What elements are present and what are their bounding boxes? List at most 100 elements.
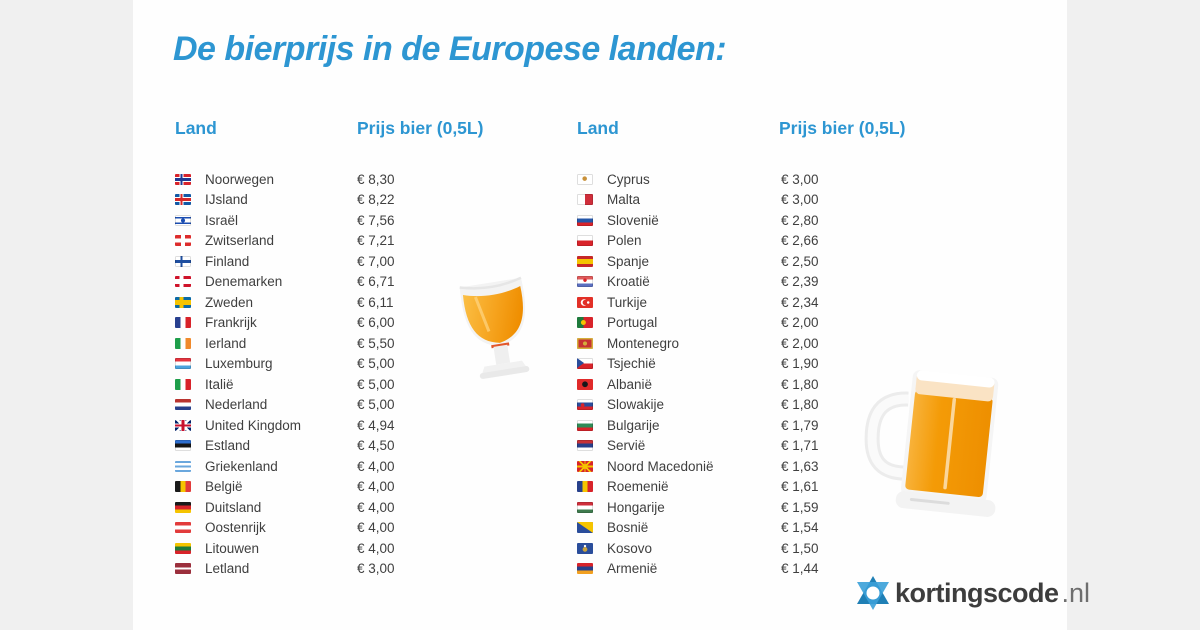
price-value: € 7,21 xyxy=(357,233,395,248)
price-value: € 4,00 xyxy=(357,499,395,515)
flag-icon xyxy=(175,542,191,554)
flag-icon xyxy=(577,378,593,390)
country-name: Luxemburg xyxy=(205,356,273,371)
table-row: Tsjechië € 1,90 xyxy=(577,354,957,375)
flag-icon xyxy=(175,296,191,308)
price-value: € 2,50 xyxy=(781,253,819,269)
price-value: € 4,00 xyxy=(357,458,395,474)
price-value: € 5,00 xyxy=(357,376,395,392)
flag-icon xyxy=(175,481,191,492)
kortingscode-logo[interactable]: kortingscode .nl xyxy=(854,574,1090,612)
price-value: € 1,79 xyxy=(781,417,819,433)
country-name: Turkije xyxy=(607,294,648,310)
price-value: € 2,00 xyxy=(781,315,819,330)
price-value: € 1,50 xyxy=(781,540,819,556)
price-value: € 1,59 xyxy=(781,499,819,515)
price-value: € 1,63 xyxy=(781,458,819,474)
table-row: Turkije € 2,34 xyxy=(577,292,957,313)
flag-icon xyxy=(175,337,191,349)
price-value: € 1,80 xyxy=(781,376,819,392)
flag-icon xyxy=(577,276,593,287)
table-row: Noorwegen € 8,30 xyxy=(175,169,555,190)
country-name: Portugal xyxy=(607,315,658,330)
beer-mug-illustration xyxy=(864,370,999,517)
country-name: Tsjechië xyxy=(607,356,656,371)
price-value: € 2,66 xyxy=(781,233,819,248)
table-row: Oostenrijk € 4,00 xyxy=(175,518,555,539)
country-name: Slowakije xyxy=(607,397,665,412)
flag-icon xyxy=(175,419,191,431)
price-value: € 6,00 xyxy=(357,315,395,330)
table-row: Nederland € 5,00 xyxy=(175,395,555,416)
table-row: Finland € 7,00 xyxy=(175,251,555,272)
column-header-price-1: Prijs bier (0,5L) xyxy=(357,118,484,138)
country-name: Kroatië xyxy=(607,274,650,289)
country-name: IJsland xyxy=(205,192,248,207)
content-card xyxy=(133,0,1067,630)
table-row: Hongarije € 1,59 xyxy=(577,497,957,518)
price-value: € 6,71 xyxy=(357,274,395,289)
table-row: Armenië € 1,44 xyxy=(577,559,957,580)
price-value: € 1,90 xyxy=(781,356,819,371)
country-name: Italië xyxy=(205,376,234,392)
flag-icon xyxy=(175,501,191,513)
price-value: € 4,00 xyxy=(357,479,395,494)
flag-icon xyxy=(175,194,191,205)
table-row: Kroatië € 2,39 xyxy=(577,272,957,293)
price-value: € 4,50 xyxy=(357,438,395,453)
price-value: € 7,56 xyxy=(357,212,395,228)
table-row: Zwitserland € 7,21 xyxy=(175,231,555,252)
price-value: € 8,30 xyxy=(357,171,395,187)
country-name: Kosovo xyxy=(607,540,653,556)
price-value: € 3,00 xyxy=(781,171,819,187)
flag-icon xyxy=(175,276,191,287)
flag-icon xyxy=(175,378,191,390)
country-name: Israël xyxy=(205,212,239,228)
flag-icon xyxy=(175,358,191,369)
flag-icon xyxy=(175,522,191,533)
price-value: € 1,71 xyxy=(781,438,819,453)
table-row: Slowakije € 1,80 xyxy=(577,395,957,416)
flag-icon xyxy=(175,440,191,451)
price-value: € 1,61 xyxy=(781,479,819,494)
country-name: Nederland xyxy=(205,397,268,412)
table-row: Israël € 7,56 xyxy=(175,210,555,231)
table-row: Zweden € 6,11 xyxy=(175,292,555,313)
price-value: € 6,11 xyxy=(357,294,394,310)
table-row: Servië € 1,71 xyxy=(577,436,957,457)
flag-icon xyxy=(577,255,593,267)
flag-icon xyxy=(577,296,593,308)
hexagram-star-icon xyxy=(857,576,889,610)
flag-icon xyxy=(175,317,191,328)
country-name: Albanië xyxy=(607,376,653,392)
flag-icon xyxy=(175,399,191,410)
flag-icon xyxy=(175,563,191,574)
table-row: Noord Macedonië € 1,63 xyxy=(577,456,957,477)
price-value: € 1,54 xyxy=(781,520,819,535)
flag-icon xyxy=(577,501,593,513)
column-header-land-2: Land xyxy=(577,118,619,138)
country-name: Bulgarije xyxy=(607,417,660,433)
country-name: Cyprus xyxy=(607,171,650,187)
table-row: Roemenië € 1,61 xyxy=(577,477,957,498)
flag-icon xyxy=(175,173,191,185)
table-row: Albanië € 1,80 xyxy=(577,374,957,395)
country-name: Slovenië xyxy=(607,212,659,228)
table-row: Griekenland € 4,00 xyxy=(175,456,555,477)
country-name: Griekenland xyxy=(205,458,278,474)
country-name: Litouwen xyxy=(205,540,260,556)
table-row: Luxemburg € 5,00 xyxy=(175,354,555,375)
flag-icon xyxy=(577,173,593,185)
country-name: Bosnië xyxy=(607,520,649,535)
country-name: Spanje xyxy=(607,253,650,269)
flag-icon xyxy=(577,317,593,328)
country-name: United Kingdom xyxy=(205,417,302,433)
table-row: Estland € 4,50 xyxy=(175,436,555,457)
flag-icon xyxy=(175,235,191,246)
table-row: Ierland € 5,50 xyxy=(175,333,555,354)
flag-icon xyxy=(577,440,593,451)
country-name: Montenegro xyxy=(607,335,680,351)
country-name: Malta xyxy=(607,192,641,207)
country-name: Zwitserland xyxy=(205,233,275,248)
